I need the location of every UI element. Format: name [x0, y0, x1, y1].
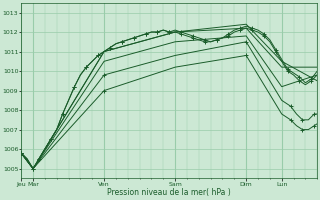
X-axis label: Pression niveau de la mer( hPa ): Pression niveau de la mer( hPa ) — [107, 188, 231, 197]
